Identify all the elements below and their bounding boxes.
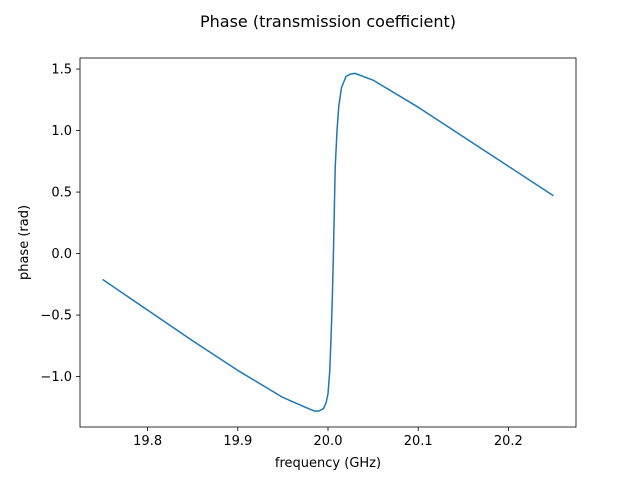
x-tick-label: 20.1 <box>404 434 433 449</box>
y-tick-label: 0.0 <box>51 247 72 262</box>
x-tick-label: 20.2 <box>494 434 523 449</box>
y-tick-label: 0.5 <box>51 186 72 201</box>
series-line-0 <box>102 72 554 412</box>
y-tick-label: 1.5 <box>51 63 72 78</box>
axis-ticks: 19.8 19.9 20.0 20.1 20.2 −1.0 −0.5 0.0 0.5 1.0 1.5 <box>40 63 522 449</box>
x-tick-label: 19.8 <box>133 434 162 449</box>
x-axis-label: frequency (GHz) <box>275 456 381 471</box>
y-tick-label: −0.5 <box>40 309 72 324</box>
y-axis-label: phase (rad) <box>17 205 32 280</box>
y-tick-label: 1.0 <box>51 124 72 139</box>
axes-frame <box>79 57 577 428</box>
plot-area <box>102 72 554 412</box>
y-tick-label: −1.0 <box>40 370 72 385</box>
x-tick-label: 20.0 <box>314 434 343 449</box>
chart-title: Phase (transmission coefficient) <box>200 12 456 31</box>
x-tick-label: 19.9 <box>223 434 252 449</box>
